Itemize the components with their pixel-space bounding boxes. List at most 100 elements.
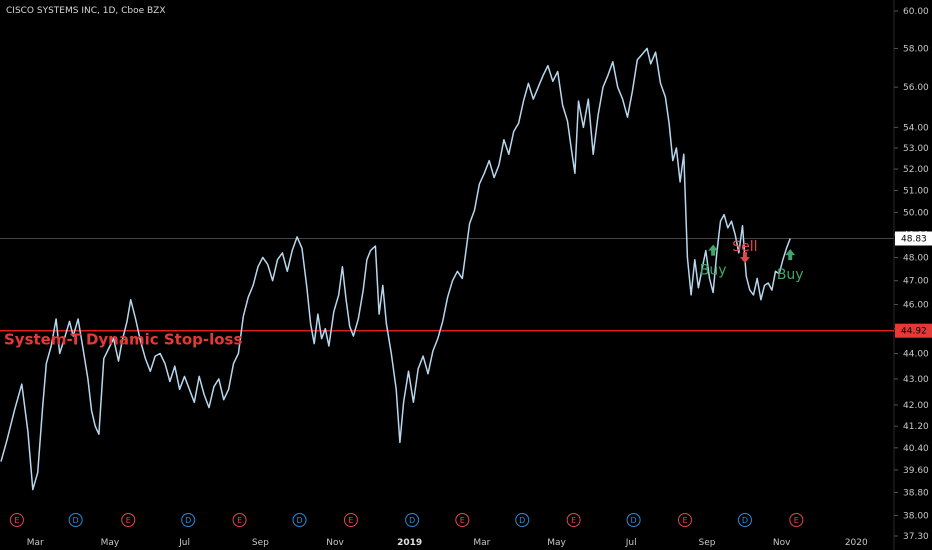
time-axis[interactable]: Mar May Jul Sep Nov 2019 Mar May Jul Sep Nov 2020 (27, 538, 868, 548)
dividend-marker[interactable]: D (68, 513, 83, 527)
event-label: E (682, 516, 687, 525)
event-label: E (460, 516, 465, 525)
event-circle (789, 513, 804, 527)
earnings-marker[interactable]: E (232, 513, 247, 527)
dividend-marker[interactable]: D (737, 513, 752, 527)
x-tick-label: Nov (773, 538, 791, 548)
chart-title: CISCO SYSTEMS INC, 1D, Cboe BZX (6, 6, 166, 16)
y-tick-label: 60.00 (903, 7, 929, 17)
y-tick-label: 58.00 (903, 44, 929, 54)
dividend-marker[interactable]: D (405, 513, 420, 527)
event-label: D (73, 516, 79, 525)
event-label: E (237, 516, 242, 525)
x-tick-label: Mar (473, 538, 490, 548)
event-circle (343, 513, 358, 527)
y-tick-label: 48.00 (903, 253, 929, 263)
dividend-marker[interactable]: D (181, 513, 196, 527)
event-circle (455, 513, 470, 527)
stop-loss-tag: 44.92 (895, 323, 932, 338)
event-label: D (631, 516, 637, 525)
x-tick-label: Sep (699, 538, 716, 548)
price-tag-label: 44.92 (901, 327, 927, 337)
event-label: D (519, 516, 525, 525)
y-tick-label: 38.00 (903, 511, 929, 521)
arrow-down-icon (739, 252, 750, 264)
price-tags: 48.83 44.92 (895, 231, 932, 338)
event-circle (68, 513, 83, 527)
event-circle (181, 513, 196, 527)
signals-layer: Buy Sell Buy (700, 239, 804, 283)
event-label: E (348, 516, 353, 525)
y-tick-label: 41.20 (903, 422, 929, 432)
earnings-marker[interactable]: E (121, 513, 136, 527)
y-tick-label: 44.00 (903, 350, 929, 360)
y-tick-label: 37.30 (903, 532, 929, 542)
buy-label: Buy (777, 267, 804, 283)
y-tick-label: 40.40 (903, 444, 929, 454)
event-circle (292, 513, 307, 527)
y-tick-label: 51.00 (903, 186, 929, 196)
event-label: D (296, 516, 302, 525)
price-tag-bg (895, 323, 932, 338)
event-circle (737, 513, 752, 527)
y-tick-label: 53.00 (903, 144, 929, 154)
current-price-tag: 48.83 (895, 231, 932, 246)
price-tag-label: 48.83 (901, 235, 927, 245)
event-label: E (794, 516, 799, 525)
arrow-up-icon (785, 249, 796, 261)
y-tick-label: 46.00 (903, 300, 929, 310)
price-line[interactable] (0, 47, 791, 491)
event-circle (405, 513, 420, 527)
event-label: E (14, 516, 19, 525)
event-circle (566, 513, 581, 527)
earnings-marker[interactable]: E (343, 513, 358, 527)
buy-label: Buy (700, 263, 727, 279)
x-tick-label: Mar (27, 538, 44, 548)
buy-signal[interactable]: Buy (777, 249, 804, 283)
event-circle (121, 513, 136, 527)
x-tick-label: Jul (178, 538, 190, 548)
y-tick-label: 47.00 (903, 277, 929, 287)
x-tick-label: May (547, 538, 566, 548)
arrow-up-icon (708, 244, 719, 256)
y-tick-label: 50.00 (903, 208, 929, 218)
plot-area[interactable]: System-T Dynamic Stop-loss (0, 47, 894, 491)
y-tick-label: 43.00 (903, 375, 929, 385)
event-label: D (185, 516, 191, 525)
earnings-marker[interactable]: E (566, 513, 581, 527)
x-tick-label: 2019 (397, 538, 422, 548)
sell-label: Sell (732, 239, 757, 255)
earnings-marker[interactable]: E (455, 513, 470, 527)
price-tag-bg (895, 231, 932, 246)
dividend-marker[interactable]: D (626, 513, 641, 527)
x-tick-label: Sep (252, 538, 269, 548)
dividend-marker[interactable]: D (515, 513, 530, 527)
event-circle (232, 513, 247, 527)
event-circle (515, 513, 530, 527)
event-label: D (409, 516, 415, 525)
earnings-marker[interactable]: E (677, 513, 692, 527)
event-label: E (126, 516, 131, 525)
x-tick-label: 2020 (845, 538, 868, 548)
earnings-marker[interactable]: E (789, 513, 804, 527)
event-circle (626, 513, 641, 527)
y-tick-label: 39.60 (903, 466, 929, 476)
event-label: E (571, 516, 576, 525)
y-tick-label: 42.00 (903, 401, 929, 411)
x-tick-label: May (101, 538, 120, 548)
y-tick-label: 54.00 (903, 123, 929, 133)
y-tick-label: 38.80 (903, 488, 929, 498)
event-circle (677, 513, 692, 527)
dividend-marker[interactable]: D (292, 513, 307, 527)
x-tick-label: Nov (326, 538, 344, 548)
event-circle (9, 513, 24, 527)
event-label: D (742, 516, 748, 525)
stop-loss-label: System-T Dynamic Stop-loss (4, 331, 242, 349)
earnings-marker[interactable]: E (9, 513, 24, 527)
sell-signal[interactable]: Sell (732, 239, 758, 264)
buy-signal[interactable]: Buy (700, 244, 727, 279)
x-tick-label: Jul (625, 538, 637, 548)
